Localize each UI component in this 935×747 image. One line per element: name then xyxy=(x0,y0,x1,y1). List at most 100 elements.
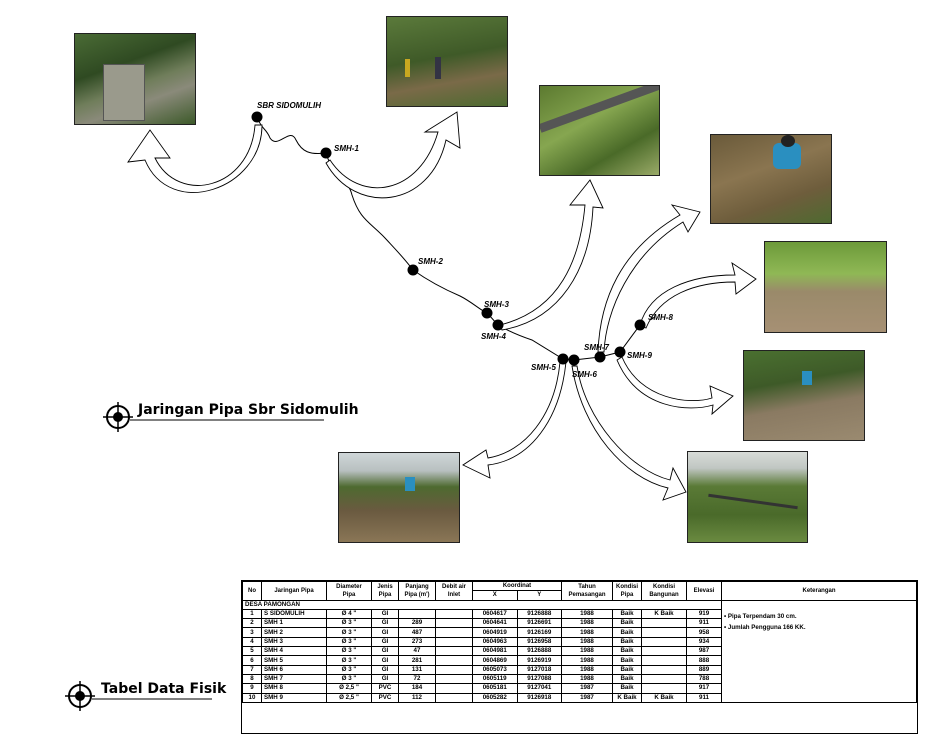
cell-no: 3 xyxy=(242,627,262,638)
table-title: Tabel Data Fisik xyxy=(101,681,227,697)
cell-tahun: 1988 xyxy=(561,618,613,629)
photo-sbr-sidomulih xyxy=(74,33,196,125)
cell-no: 2 xyxy=(242,618,262,629)
cell-panjang: 131 xyxy=(398,664,436,675)
cell-x: 0605282 xyxy=(472,692,518,703)
th-keterangan: Keterangan xyxy=(721,581,917,601)
cell-kondisi-pipa: Baik xyxy=(612,664,642,675)
photo-smh1 xyxy=(386,16,508,107)
arrow-smh1 xyxy=(325,111,461,199)
cell-panjang: 273 xyxy=(398,636,436,648)
cell-panjang: 487 xyxy=(398,627,436,638)
cell-diameter: Ø 3 " xyxy=(326,655,372,666)
label-smh1: SMH-1 xyxy=(334,144,359,153)
cell-kondisi-bangunan: K Baik xyxy=(641,692,687,703)
cell-panjang xyxy=(398,608,436,620)
cell-no: 6 xyxy=(242,655,262,666)
cell-debit xyxy=(435,683,473,694)
th-x: X xyxy=(472,590,518,601)
th-y: Y xyxy=(516,590,562,601)
cell-jenis: GI xyxy=(371,646,399,657)
cell-kondisi-bangunan xyxy=(641,673,687,685)
cell-kondisi-bangunan xyxy=(641,636,687,648)
cell-tahun: 1988 xyxy=(561,655,613,666)
cell-jenis: GI xyxy=(371,673,399,685)
cell-x: 0604919 xyxy=(472,627,518,638)
cell-no: 1 xyxy=(242,608,262,620)
cell-elevasi: 958 xyxy=(686,627,722,638)
label-smh5: SMH-5 xyxy=(531,363,556,372)
node-smh9 xyxy=(614,346,626,358)
map-title-marker xyxy=(103,402,324,432)
arrow-smh9 xyxy=(616,356,734,416)
node-smh7 xyxy=(594,351,606,363)
cell-y: 9126958 xyxy=(516,636,562,648)
label-smh9: SMH-9 xyxy=(627,351,652,360)
cell-y: 9126888 xyxy=(516,608,562,620)
pipe-line xyxy=(256,116,656,361)
cell-elevasi: 987 xyxy=(686,646,722,657)
photo-smh9 xyxy=(743,350,865,441)
th-no: No xyxy=(242,581,262,601)
cell-tahun: 1987 xyxy=(561,692,613,703)
node-sbr xyxy=(251,111,263,123)
arrow-sbr xyxy=(127,124,263,193)
cell-diameter: Ø 3 " xyxy=(326,673,372,685)
data-table: No Jaringan Pipa Diameter Pipa Jenis Pip… xyxy=(241,580,918,734)
cell-no: 4 xyxy=(242,636,262,648)
cell-debit xyxy=(435,646,473,657)
cell-kondisi-pipa: Baik xyxy=(612,673,642,685)
photo-smh3 xyxy=(539,85,660,176)
th-panjang: Panjang Pipa (m') xyxy=(398,581,436,601)
cell-jaringan: SMH 3 xyxy=(261,636,327,648)
cell-no: 8 xyxy=(242,673,262,685)
th-kondisi-bangunan: Kondisi Bangunan xyxy=(641,581,687,601)
cell-elevasi: 888 xyxy=(686,655,722,666)
th-koordinat: Koordinat xyxy=(472,580,562,592)
cell-kondisi-pipa: Baik xyxy=(612,608,642,620)
node-smh3 xyxy=(481,307,493,319)
cell-y: 9127018 xyxy=(516,664,562,675)
cell-kondisi-bangunan xyxy=(641,646,687,657)
label-smh7: SMH-7 xyxy=(584,343,609,352)
cell-jenis: GI xyxy=(371,618,399,629)
arrow-smh6 xyxy=(571,365,687,501)
cell-elevasi: 934 xyxy=(686,636,722,648)
th-diameter: Diameter Pipa xyxy=(326,581,372,601)
network-nodes xyxy=(251,111,646,366)
section-row: DESA PAMONGAN xyxy=(242,599,722,610)
th-tahun: Tahun Pemasangan xyxy=(561,581,613,601)
cell-y: 9126919 xyxy=(516,655,562,666)
cell-tahun: 1988 xyxy=(561,608,613,620)
cell-kondisi-bangunan xyxy=(641,655,687,666)
cell-debit xyxy=(435,664,473,675)
cell-y: 9127041 xyxy=(516,683,562,694)
cell-tahun: 1988 xyxy=(561,646,613,657)
cell-kondisi-bangunan xyxy=(641,664,687,675)
arrow-smh3 xyxy=(499,179,604,331)
cell-x: 0604617 xyxy=(472,608,518,620)
cell-panjang: 72 xyxy=(398,673,436,685)
cell-jaringan: S SIDOMULIH xyxy=(261,608,327,620)
cell-y: 9126691 xyxy=(516,618,562,629)
label-smh4: SMH-4 xyxy=(481,332,506,341)
cell-debit xyxy=(435,673,473,685)
cell-y: 9127088 xyxy=(516,673,562,685)
node-smh4 xyxy=(492,319,504,331)
node-smh2 xyxy=(407,264,419,276)
cell-kondisi-bangunan xyxy=(641,683,687,694)
cell-y: 9126888 xyxy=(516,646,562,657)
label-smh6: SMH-6 xyxy=(572,370,597,379)
cell-x: 0605119 xyxy=(472,673,518,685)
cell-jaringan: SMH 8 xyxy=(261,683,327,694)
note-2: • Jumlah Pengguna 166 KK. xyxy=(724,623,806,631)
cell-kondisi-bangunan: K Baik xyxy=(641,608,687,620)
cell-no: 10 xyxy=(242,692,262,703)
arrow-smh5 xyxy=(462,361,567,479)
photo-smh7a xyxy=(710,134,832,224)
cell-diameter: Ø 2,5 " xyxy=(326,692,372,703)
cell-kondisi-pipa: Baik xyxy=(612,627,642,638)
cell-debit xyxy=(435,636,473,648)
